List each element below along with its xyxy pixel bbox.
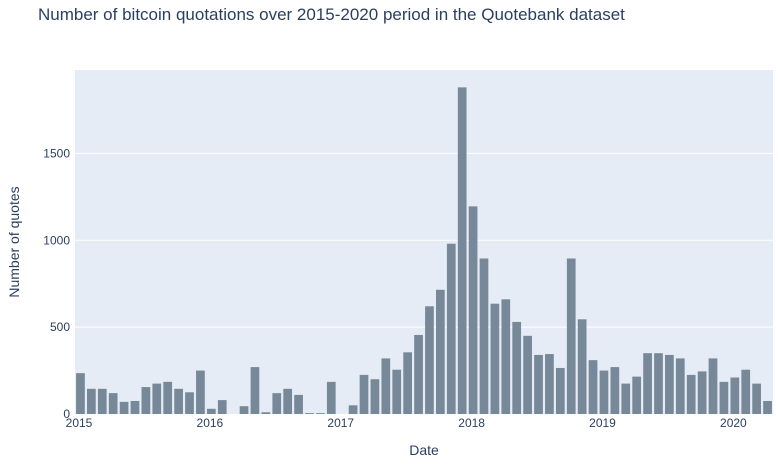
y-tick-label: 500 [50, 320, 70, 334]
bar-2018-07[interactable] [534, 354, 543, 414]
bar-2017-08[interactable] [414, 334, 423, 414]
bar-2019-11[interactable] [708, 358, 718, 414]
bar-2015-10[interactable] [174, 388, 183, 414]
bar-2019-04[interactable] [632, 376, 642, 414]
y-axis-title: Number of quotes [6, 186, 22, 297]
bar-2015-08[interactable] [152, 383, 162, 414]
bar-2018-03[interactable] [490, 303, 500, 414]
bar-2018-04[interactable] [501, 299, 511, 414]
bar-2018-12[interactable] [588, 360, 598, 414]
bar-2017-05[interactable] [381, 358, 391, 414]
bar-2015-12[interactable] [196, 370, 205, 414]
bar-2018-02[interactable] [479, 258, 489, 414]
bar-2019-02[interactable] [610, 367, 620, 414]
bar-2017-09[interactable] [425, 306, 434, 414]
bar-2015-07[interactable] [141, 387, 151, 414]
bar-2015-05[interactable] [119, 401, 129, 414]
bar-2020-02[interactable] [741, 369, 751, 414]
bar-2019-05[interactable] [643, 353, 652, 414]
bar-2016-09[interactable] [294, 394, 303, 414]
bar-2017-10[interactable] [436, 289, 445, 414]
bar-2019-08[interactable] [675, 358, 685, 414]
gridlines [75, 152, 773, 328]
x-tick-label: 2016 [197, 416, 224, 430]
bar-2018-06[interactable] [523, 335, 532, 414]
bar-2017-11[interactable] [446, 243, 456, 414]
bar-2017-12[interactable] [457, 87, 467, 415]
bar-2018-10[interactable] [566, 258, 576, 414]
x-axis-title: Date [409, 442, 439, 458]
bar-2015-11[interactable] [185, 392, 194, 414]
bar-2020-03[interactable] [752, 383, 761, 414]
bar-2017-03[interactable] [359, 374, 369, 414]
bar-2015-04[interactable] [108, 393, 118, 414]
bar-2019-06[interactable] [654, 353, 663, 414]
bar-2016-01[interactable] [206, 408, 216, 414]
bar-2016-04[interactable] [239, 406, 249, 414]
y-tick-labels: 0 500 1000 1500 [43, 146, 70, 421]
bar-2019-01[interactable] [599, 370, 609, 414]
y-tick-label: 1000 [43, 233, 70, 247]
bar-2019-10[interactable] [697, 371, 707, 414]
bar-2015-02[interactable] [87, 388, 96, 414]
x-tick-labels: 2015 2016 2017 2018 2019 2020 [66, 416, 747, 430]
bar-2019-03[interactable] [621, 383, 631, 414]
bar-2016-12[interactable] [326, 381, 336, 414]
bar-2016-06[interactable] [261, 412, 271, 414]
x-tick-label: 2020 [720, 416, 747, 430]
bar-2016-02[interactable] [217, 400, 227, 414]
bar-2017-06[interactable] [392, 369, 402, 414]
bar-2016-08[interactable] [283, 388, 293, 414]
bar-2017-04[interactable] [370, 379, 380, 414]
bar-2018-08[interactable] [545, 354, 554, 414]
x-tick-label: 2017 [327, 416, 354, 430]
bar-2015-03[interactable] [97, 388, 107, 414]
bar-2018-01[interactable] [468, 206, 478, 414]
x-tick-label: 2018 [458, 416, 485, 430]
bar-2015-09[interactable] [163, 381, 173, 414]
bar-2019-12[interactable] [719, 381, 729, 414]
bar-2018-11[interactable] [577, 319, 587, 414]
bar-2020-01[interactable] [730, 377, 740, 414]
y-tick-label: 0 [63, 407, 70, 421]
bar-2019-09[interactable] [686, 374, 696, 414]
bar-2018-05[interactable] [512, 321, 522, 414]
x-tick-label: 2015 [66, 416, 93, 430]
bar-2015-06[interactable] [130, 400, 140, 414]
bar-2015-01[interactable] [76, 373, 85, 414]
bar-2017-07[interactable] [403, 352, 412, 414]
y-tick-label: 1500 [43, 146, 70, 160]
bar-2020-04[interactable] [763, 400, 772, 414]
x-tick-label: 2019 [589, 416, 616, 430]
bar-2019-07[interactable] [665, 354, 674, 414]
bar-2016-11[interactable] [316, 413, 325, 414]
chart-title: Number of bitcoin quotations over 2015-2… [38, 5, 625, 24]
bar-2018-09[interactable] [555, 367, 565, 414]
bar-2016-05[interactable] [250, 367, 260, 414]
bars [76, 87, 772, 415]
bar-2017-02[interactable] [348, 405, 358, 414]
bar-2016-10[interactable] [305, 413, 314, 414]
bar-2016-07[interactable] [272, 393, 282, 414]
